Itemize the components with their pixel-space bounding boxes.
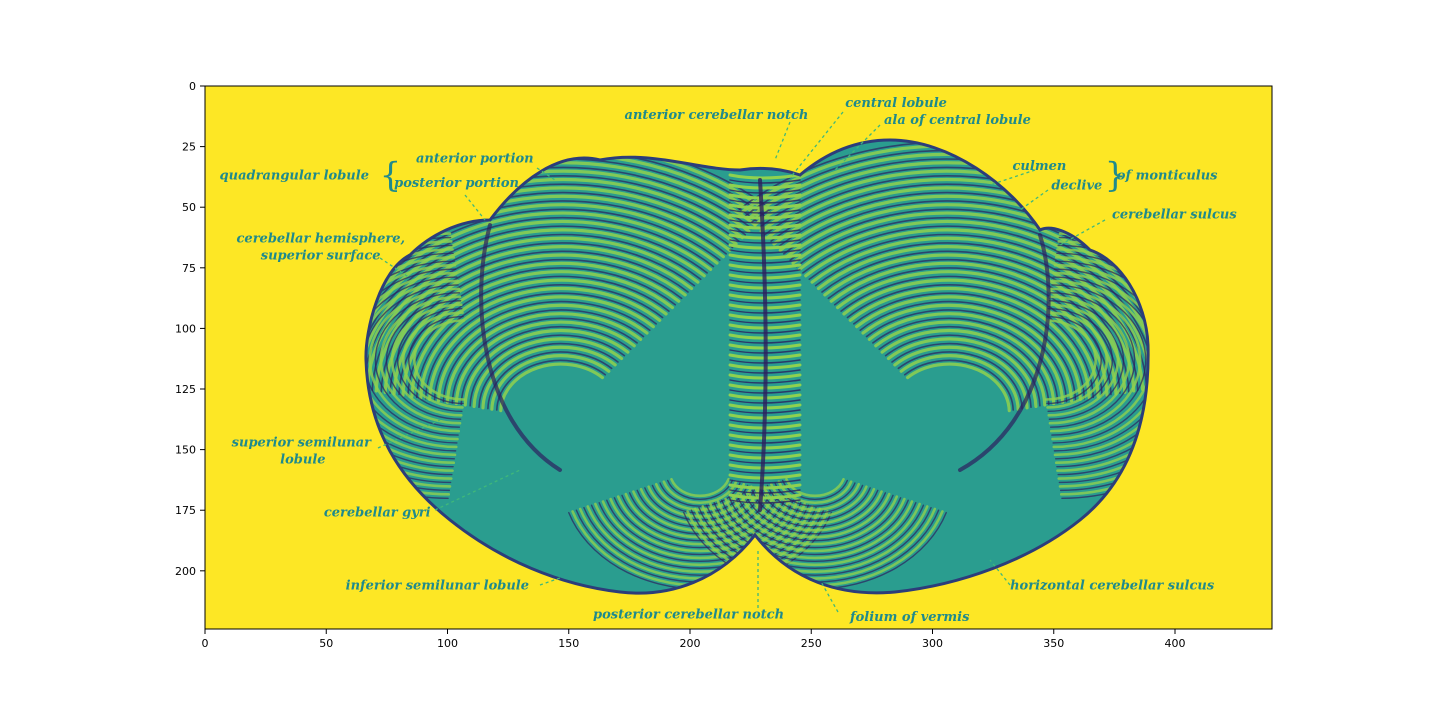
y-tick-label: 150: [175, 444, 196, 457]
label-cerebellar-gyri: cerebellar gyri: [324, 506, 431, 521]
plot-frame: [204, 85, 1273, 630]
label-superior-semilunar: superior semilunar: [232, 435, 373, 450]
x-axis: 0 50 100 150 200 250 300 350 400: [202, 629, 1186, 650]
label-superior-surface: superior surface: [261, 249, 381, 264]
x-tick-label: 400: [1165, 637, 1186, 650]
x-tick-label: 150: [558, 637, 579, 650]
label-of-monticulus: of monticulus: [1117, 169, 1218, 184]
label-cerebellar-sulcus: cerebellar sulcus: [1112, 207, 1237, 222]
image-plot-area: anterior cerebellar notch central lobule a…: [205, 86, 1272, 629]
quadrangular-brace: {: [380, 156, 402, 196]
label-inferior-semilunar-lobule: inferior semilunar lobule: [346, 578, 529, 593]
x-tick-label: 300: [922, 637, 943, 650]
y-tick-label: 50: [182, 201, 196, 214]
label-leader-lines: [377, 111, 1106, 613]
y-tick-label: 125: [175, 383, 196, 396]
label-ala-of-central-lobule: ala of central lobule: [884, 113, 1031, 128]
x-tick-label: 50: [319, 637, 333, 650]
y-tick-label: 100: [175, 322, 196, 335]
y-tick-label: 175: [175, 504, 196, 517]
y-tick-label: 0: [189, 80, 196, 93]
label-lobule: lobule: [280, 452, 325, 467]
y-tick-label: 25: [182, 141, 196, 154]
label-central-lobule: central lobule: [845, 96, 947, 111]
label-cerebellar-hemisphere: cerebellar hemisphere,: [237, 232, 406, 247]
monticulus-brace: }: [1105, 156, 1127, 196]
anatomical-labels: anterior cerebellar notch central lobule a…: [220, 96, 1238, 625]
label-anterior-cerebellar-notch: anterior cerebellar notch: [625, 108, 809, 123]
x-tick-label: 250: [801, 637, 822, 650]
y-tick-label: 75: [182, 262, 196, 275]
x-tick-label: 200: [680, 637, 701, 650]
label-horizontal-cerebellar-sulcus: horizontal cerebellar sulcus: [1010, 578, 1215, 593]
label-folium-of-vermis: folium of vermis: [849, 610, 970, 625]
x-tick-label: 350: [1043, 637, 1064, 650]
label-quadrangular-lobule: quadrangular lobule: [220, 169, 369, 184]
label-anterior-portion: anterior portion: [416, 152, 534, 167]
x-tick-label: 0: [202, 637, 209, 650]
label-culmen: culmen: [1013, 159, 1067, 174]
label-posterior-portion: posterior portion: [394, 176, 519, 191]
label-declive: declive: [1051, 178, 1102, 193]
y-axis: 0 25 50 75 100 125 150 175 200: [175, 80, 205, 578]
label-posterior-cerebellar-notch: posterior cerebellar notch: [593, 607, 784, 622]
y-tick-label: 200: [175, 565, 196, 578]
x-tick-label: 100: [437, 637, 458, 650]
